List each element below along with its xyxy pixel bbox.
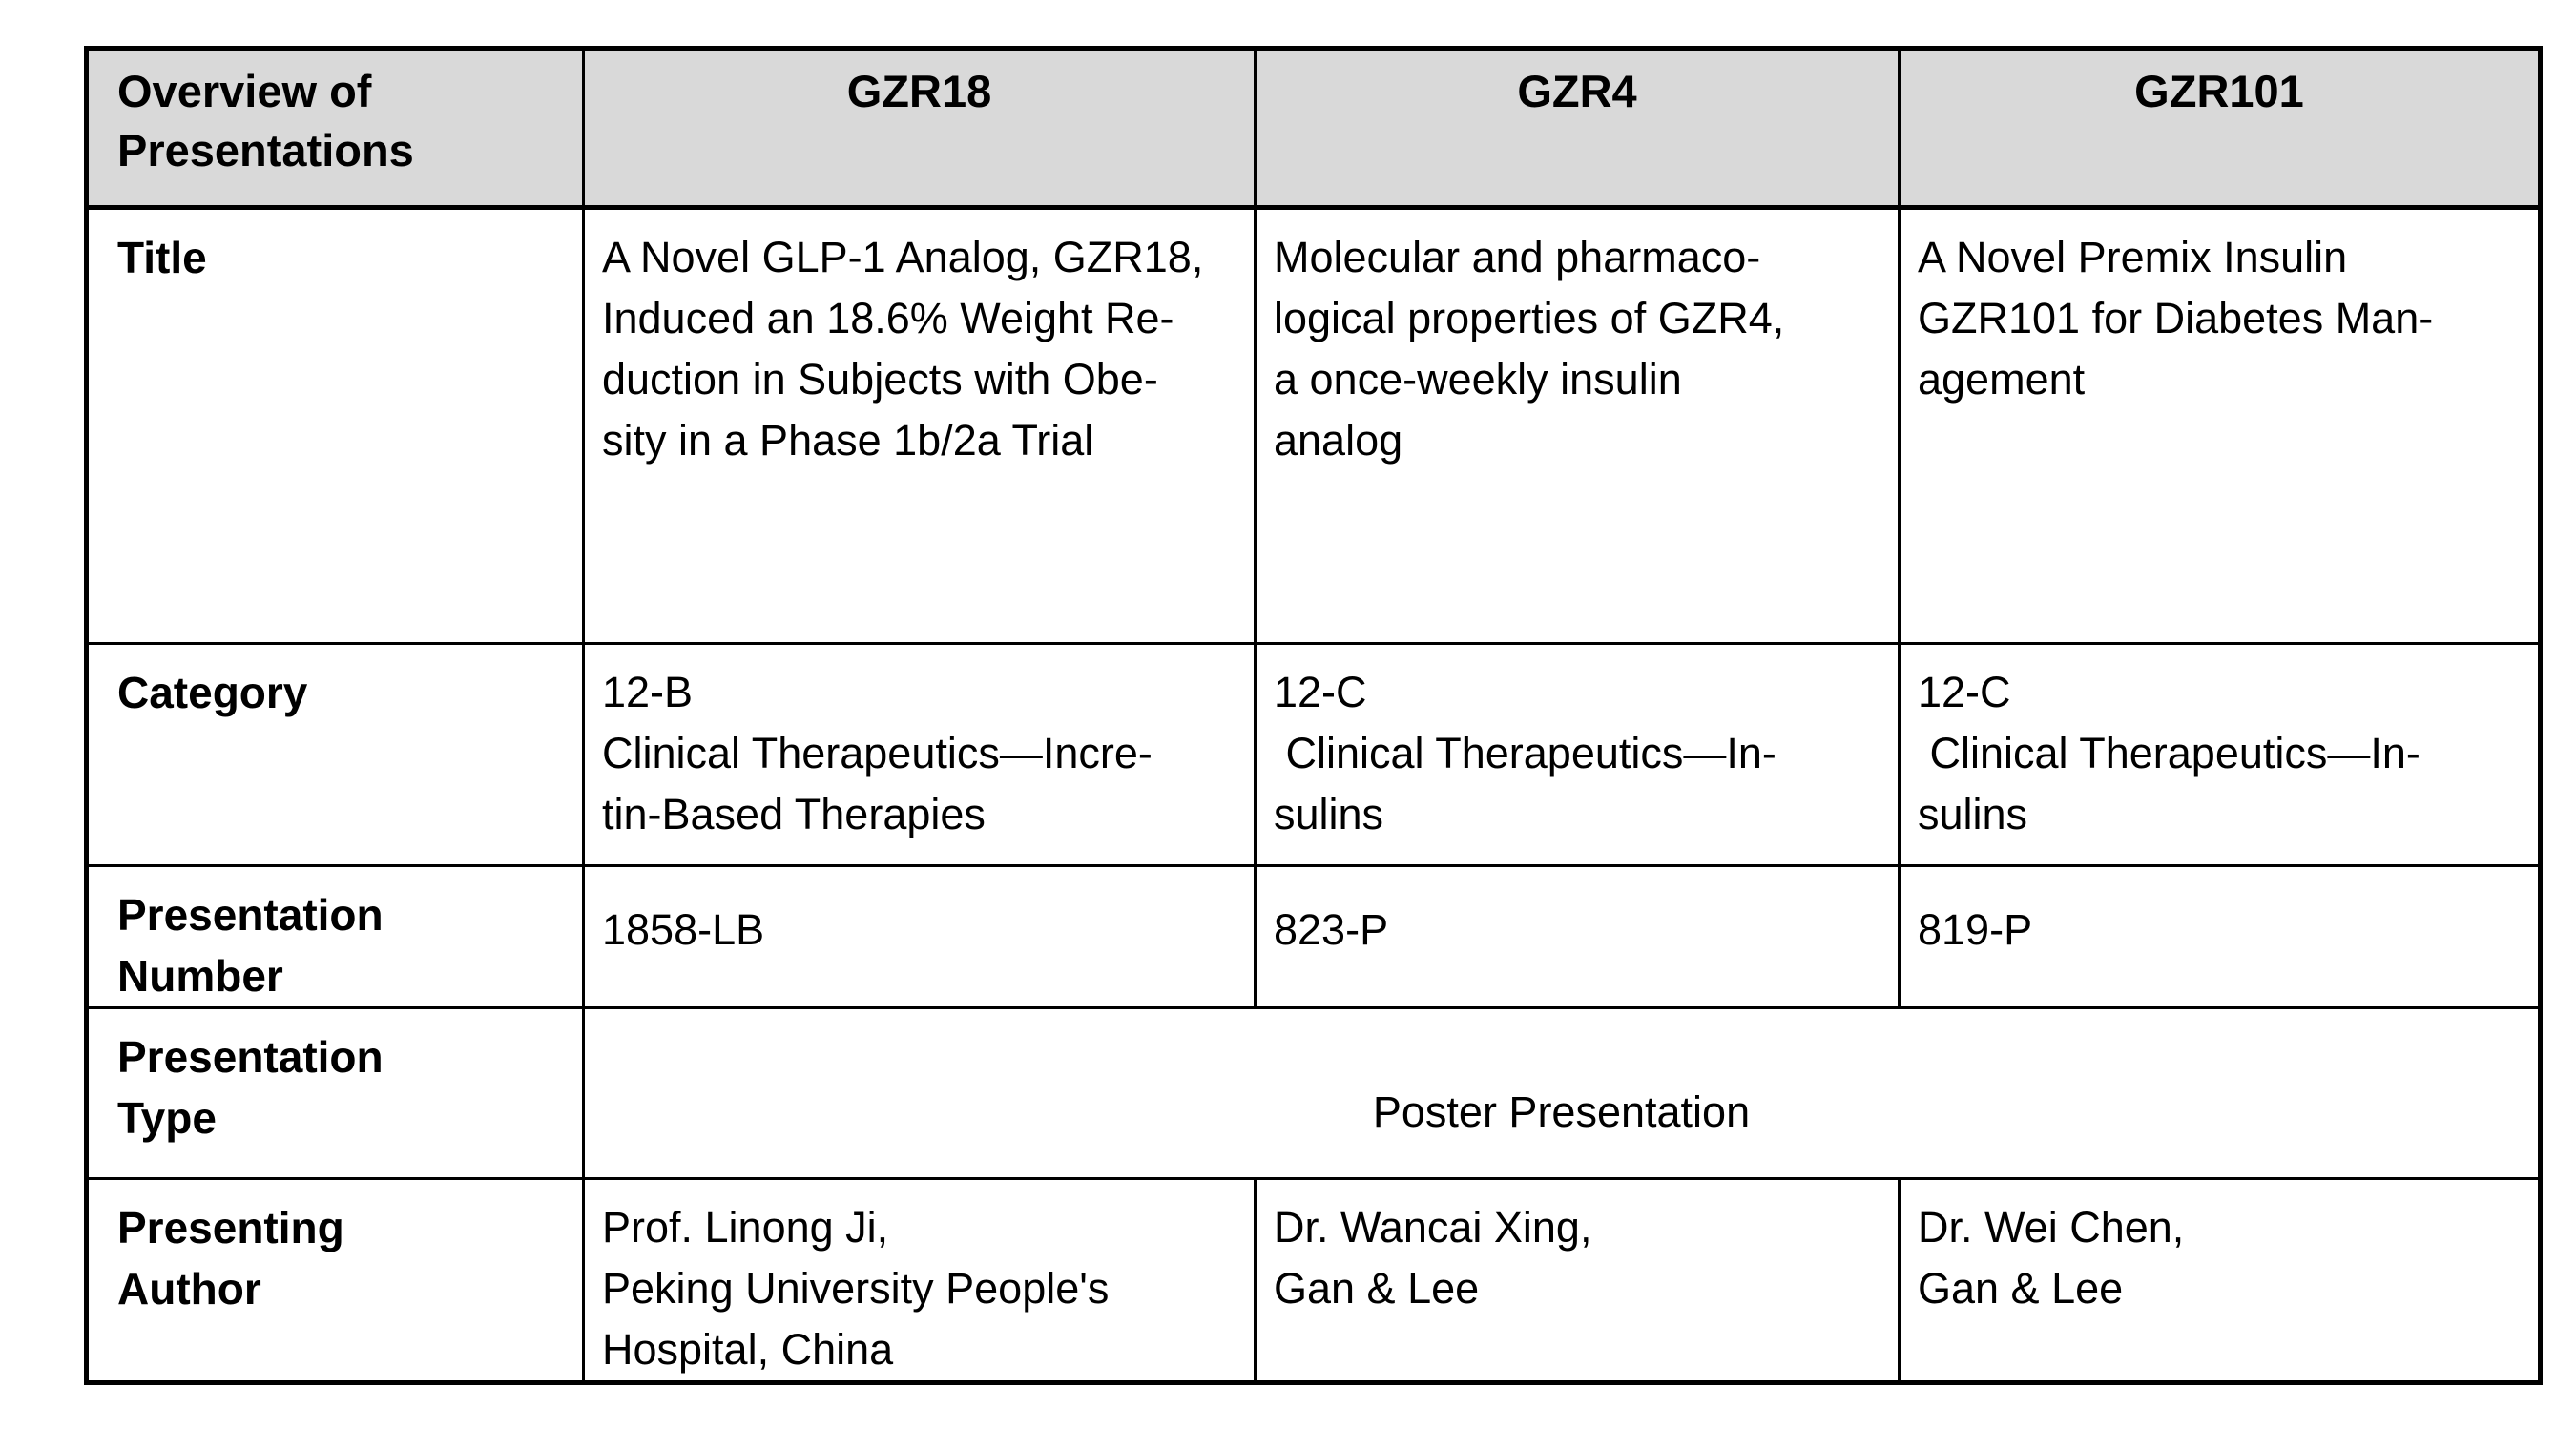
table-row-title: Title A Novel GLP-1 Analog, GZR18, Induc…	[85, 206, 2542, 645]
cell-gzr101-category: 12-C Clinical Therapeutics—In- sulins	[1898, 642, 2542, 867]
cell-gzr18-presenting-author: Prof. Linong Ji, Peking University Peopl…	[582, 1177, 1257, 1384]
row-label-title: Title	[85, 206, 585, 645]
row-label-presentation-number: Presentation Number	[85, 864, 585, 1009]
table-row-category: Category 12-B Clinical Therapeutics—Incr…	[85, 642, 2542, 867]
column-header-gzr4: GZR4	[1254, 47, 1901, 210]
table-row-presentation-number: Presentation Number 1858-LB 823-P 819-P	[85, 864, 2542, 1009]
cell-gzr4-presentation-number: 823-P	[1254, 864, 1901, 1009]
row-label-presenting-author: Presenting Author	[85, 1177, 585, 1384]
cell-gzr18-title: A Novel GLP-1 Analog, GZR18, Induced an …	[582, 206, 1257, 645]
cell-gzr4-presenting-author: Dr. Wancai Xing, Gan & Lee	[1254, 1177, 1901, 1384]
cell-presentation-type-merged: Poster Presentation	[582, 1006, 2542, 1180]
cell-gzr101-title: A Novel Premix Insulin GZR101 for Diabet…	[1898, 206, 2542, 645]
table-title-cell: Overview of Presentations	[85, 47, 585, 210]
cell-gzr101-presenting-author: Dr. Wei Chen, Gan & Lee	[1898, 1177, 2542, 1384]
table-header-row: Overview of Presentations GZR18 GZR4 GZR…	[85, 47, 2542, 210]
cell-gzr4-category: 12-C Clinical Therapeutics—In- sulins	[1254, 642, 1901, 867]
cell-gzr18-category: 12-B Clinical Therapeutics—Incre- tin-Ba…	[582, 642, 1257, 867]
cell-gzr101-presentation-number: 819-P	[1898, 864, 2542, 1009]
table-row-presentation-type: Presentation Type Poster Presentation	[85, 1006, 2542, 1180]
column-header-gzr101: GZR101	[1898, 47, 2542, 210]
cell-gzr18-presentation-number: 1858-LB	[582, 864, 1257, 1009]
cell-gzr4-title: Molecular and pharmaco- logical properti…	[1254, 206, 1901, 645]
presentations-overview-table: Overview of Presentations GZR18 GZR4 GZR…	[84, 46, 2543, 1385]
row-label-category: Category	[85, 642, 585, 867]
table-row-presenting-author: Presenting Author Prof. Linong Ji, Pekin…	[85, 1177, 2542, 1384]
row-label-presentation-type: Presentation Type	[85, 1006, 585, 1180]
column-header-gzr18: GZR18	[582, 47, 1257, 210]
